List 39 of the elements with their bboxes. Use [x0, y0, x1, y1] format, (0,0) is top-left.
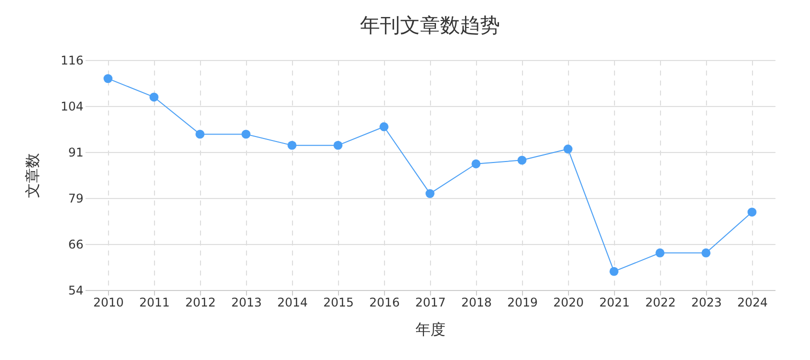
point: [610, 266, 618, 276]
chart-title: 年刊文章数趋势: [360, 13, 500, 37]
point: [150, 92, 158, 102]
point: [518, 156, 526, 165]
y-tick-label: 79: [68, 192, 84, 206]
point: [426, 189, 434, 198]
y-tick-label: 54: [68, 284, 84, 298]
point: [288, 140, 296, 150]
x-tick-label: 2013: [231, 296, 262, 310]
x-axis-title: 年度: [416, 320, 446, 338]
x-tick-label: 2022: [645, 296, 676, 310]
y-axis-title: 文章数: [24, 153, 42, 198]
y-tick-label: 66: [68, 238, 84, 252]
point: [334, 140, 342, 150]
y-tick-label: 104: [60, 100, 84, 114]
point: [242, 130, 250, 139]
x-tick-label: 2015: [323, 296, 354, 310]
x-tick-label: 2012: [185, 296, 216, 310]
x-tick-label: 2020: [553, 296, 584, 310]
x-tick-label: 2024: [737, 296, 768, 310]
point: [656, 248, 664, 258]
x-tick-label: 2010: [93, 296, 124, 310]
point: [472, 159, 480, 168]
x-tick-label: 2011: [139, 296, 170, 310]
x-tick-label: 2018: [461, 296, 492, 310]
x-tick-label: 2016: [369, 296, 400, 310]
point: [380, 122, 388, 132]
point: [196, 130, 204, 139]
x-tick-label: 2023: [691, 296, 722, 310]
y-tick-label: 91: [68, 146, 84, 160]
point: [702, 248, 710, 258]
point: [748, 208, 756, 217]
x-tick-label: 2017: [415, 296, 446, 310]
point: [104, 74, 112, 84]
x-tick-label: 2019: [507, 296, 538, 310]
point: [564, 144, 572, 154]
x-tick-label: 2021: [599, 296, 630, 310]
y-tick-label: 116: [60, 54, 84, 68]
x-tick-label: 2014: [277, 296, 308, 310]
